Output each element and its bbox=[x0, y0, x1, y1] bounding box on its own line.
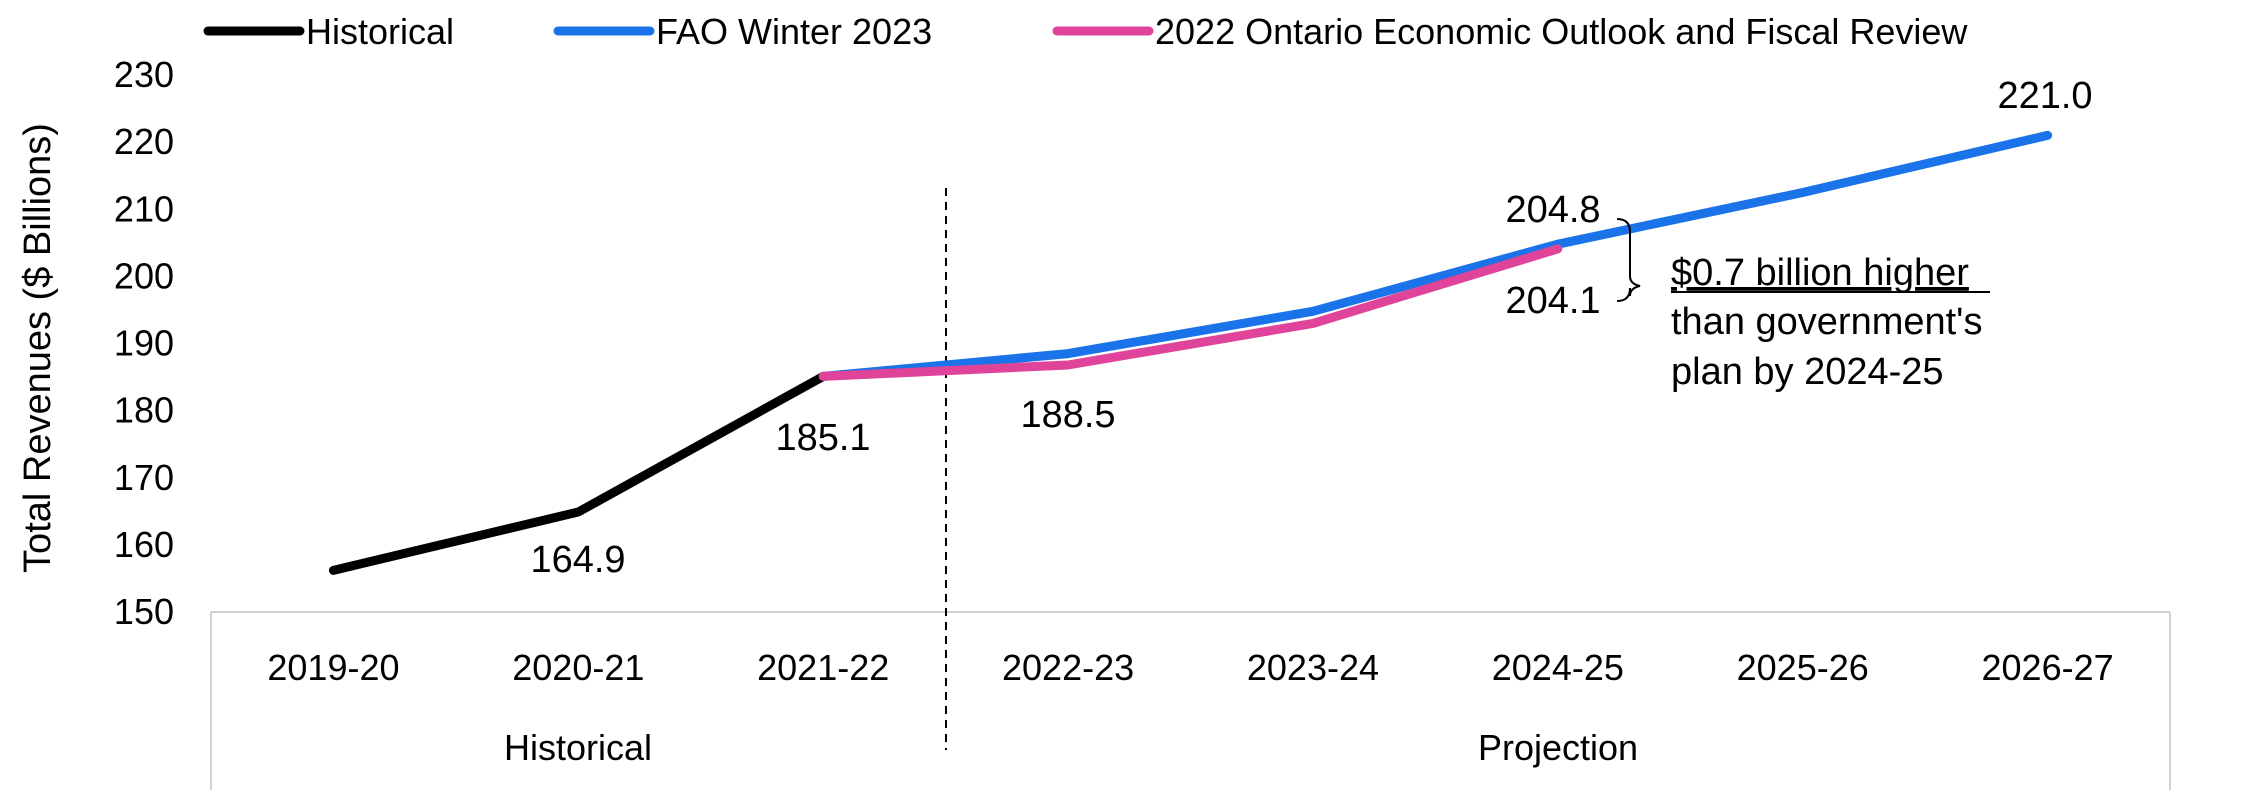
y-axis-ticks: 150 160 170 180 190 200 210 220 230 bbox=[114, 54, 174, 632]
data-labels: 164.9 185.1 188.5 204.8 204.1 221.0 bbox=[530, 75, 2092, 581]
y-axis-title: Total Revenues ($ Billions) bbox=[17, 123, 59, 573]
y-tick-190: 190 bbox=[114, 323, 174, 364]
annotation-line-2: than government's bbox=[1671, 301, 1982, 343]
legend-label-ontario: 2022 Ontario Economic Outlook and Fiscal… bbox=[1155, 11, 1968, 52]
x-tick-2024-25: 2024-25 bbox=[1492, 647, 1624, 688]
y-tick-150: 150 bbox=[114, 591, 174, 632]
legend-label-historical: Historical bbox=[306, 11, 454, 52]
series-lines bbox=[328, 130, 2053, 575]
category-axis bbox=[210, 611, 2171, 790]
series-line-historical bbox=[328, 371, 828, 575]
annotation-line-3: plan by 2024-25 bbox=[1671, 351, 1944, 393]
series-line-fao-winter-2023 bbox=[818, 130, 2053, 381]
y-tick-160: 160 bbox=[114, 524, 174, 565]
x-tick-2023-24: 2023-24 bbox=[1247, 647, 1379, 688]
x-tick-2020-21: 2020-21 bbox=[512, 647, 644, 688]
x-tick-2021-22: 2021-22 bbox=[757, 647, 889, 688]
y-tick-230: 230 bbox=[114, 54, 174, 95]
difference-annotation: $0.7 billion higher than government's pl… bbox=[1671, 252, 1990, 393]
x-tick-2019-20: 2019-20 bbox=[267, 647, 399, 688]
annotation-line-1: $0.7 billion higher bbox=[1671, 252, 1969, 294]
legend-label-fao: FAO Winter 2023 bbox=[656, 11, 932, 52]
series-line-2022-ontario-economic-outlook-and-fiscal-review bbox=[818, 244, 1563, 381]
group-label-historical: Historical bbox=[504, 727, 652, 768]
difference-bracket bbox=[1616, 218, 1641, 302]
y-tick-220: 220 bbox=[114, 121, 174, 162]
data-label-2026-27: 221.0 bbox=[1997, 75, 2092, 117]
data-label-2020-21: 164.9 bbox=[530, 539, 625, 581]
x-tick-2022-23: 2022-23 bbox=[1002, 647, 1134, 688]
data-label-2022-23: 188.5 bbox=[1020, 394, 1115, 436]
y-tick-200: 200 bbox=[114, 255, 174, 296]
x-axis-categories: 2019-20 2020-21 2021-22 2022-23 2023-24 2024-… bbox=[267, 647, 2113, 688]
group-label-projection: Projection bbox=[1478, 727, 1638, 768]
x-tick-2026-27: 2026-27 bbox=[1982, 647, 2114, 688]
legend: Historical FAO Winter 2023 2022 Ontario … bbox=[203, 11, 1968, 52]
x-tick-2025-26: 2025-26 bbox=[1737, 647, 1869, 688]
y-tick-170: 170 bbox=[114, 457, 174, 498]
data-label-2024-25-ontario: 204.1 bbox=[1505, 280, 1600, 322]
data-label-2024-25-fao: 204.8 bbox=[1505, 189, 1600, 231]
y-tick-210: 210 bbox=[114, 188, 174, 229]
y-tick-180: 180 bbox=[114, 390, 174, 431]
data-label-2021-22: 185.1 bbox=[775, 417, 870, 459]
